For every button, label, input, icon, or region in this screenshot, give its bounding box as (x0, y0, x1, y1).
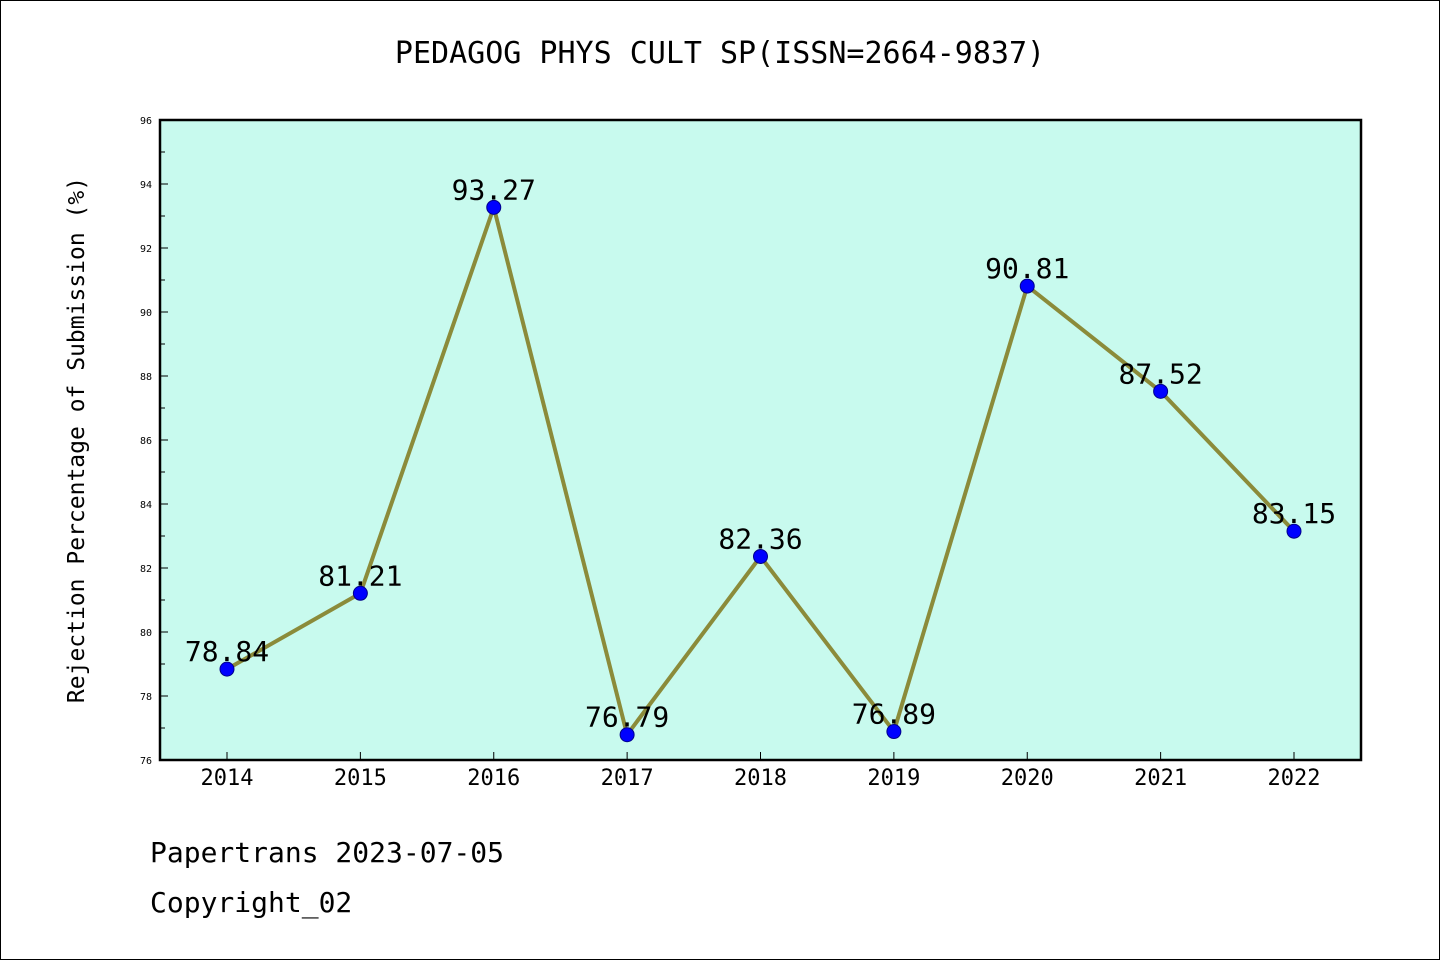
data-point (753, 548, 768, 564)
x-tick-label: 2020 (1001, 766, 1054, 791)
data-point (1153, 383, 1169, 399)
data-point (352, 585, 368, 601)
data-point (886, 724, 902, 740)
data-point (486, 199, 502, 215)
data-labels: 78.84 81.21 93.27 76.79 82.36 76.89 90.81 87.52… (185, 173, 1336, 733)
y-tick-label: 78 (140, 692, 152, 703)
y-axis: 76 78 80 82 84 86 88 90 92 94 96 (140, 116, 168, 767)
data-point (219, 661, 235, 677)
data-label: 93.27 (452, 173, 536, 206)
y-tick-label: 88 (140, 372, 152, 383)
y-tick-label: 84 (140, 500, 152, 511)
plot-area (158, 118, 1363, 762)
x-tick-label: 2017 (601, 766, 654, 791)
data-label: 87.52 (1118, 357, 1202, 390)
chart-title: PEDAGOG PHYS CULT SP(ISSN=2664-9837) (394, 36, 1046, 71)
footer-copyright-line: Copyright_02 (150, 886, 353, 919)
x-tick-label: 2014 (201, 766, 254, 791)
x-tick-label: 2018 (734, 766, 787, 791)
x-tick-label: 2016 (467, 766, 520, 791)
data-label: 76.79 (585, 701, 669, 734)
x-tick-label: 2019 (867, 766, 920, 791)
y-tick-label: 96 (140, 116, 152, 127)
y-tick-label: 94 (140, 180, 152, 191)
data-point (1286, 523, 1302, 539)
data-label: 83.15 (1252, 497, 1336, 530)
data-label: 81.21 (318, 559, 402, 592)
series-markers (219, 199, 1302, 743)
x-tick-label: 2015 (334, 766, 387, 791)
data-label: 76.89 (852, 698, 936, 731)
x-tick-label: 2021 (1134, 766, 1187, 791)
footer-date-line: Papertrans 2023-07-05 (150, 836, 505, 869)
y-tick-label: 80 (140, 628, 152, 639)
y-tick-label: 76 (140, 756, 152, 767)
x-tick-label: 2022 (1268, 766, 1321, 791)
y-tick-label: 90 (140, 308, 152, 319)
y-tick-label: 92 (140, 244, 152, 255)
data-label: 90.81 (985, 252, 1069, 285)
data-label: 78.84 (185, 635, 269, 668)
data-label: 82.36 (718, 522, 802, 555)
y-axis-label: Rejection Percentage of Submission (%) (64, 177, 90, 703)
x-axis: 2014 2015 2016 2017 2018 2019 2020 2021 2022 (201, 752, 1321, 791)
data-point (619, 727, 635, 743)
y-tick-label: 86 (140, 436, 152, 447)
y-tick-label: 82 (140, 564, 152, 575)
data-point (1019, 278, 1035, 294)
